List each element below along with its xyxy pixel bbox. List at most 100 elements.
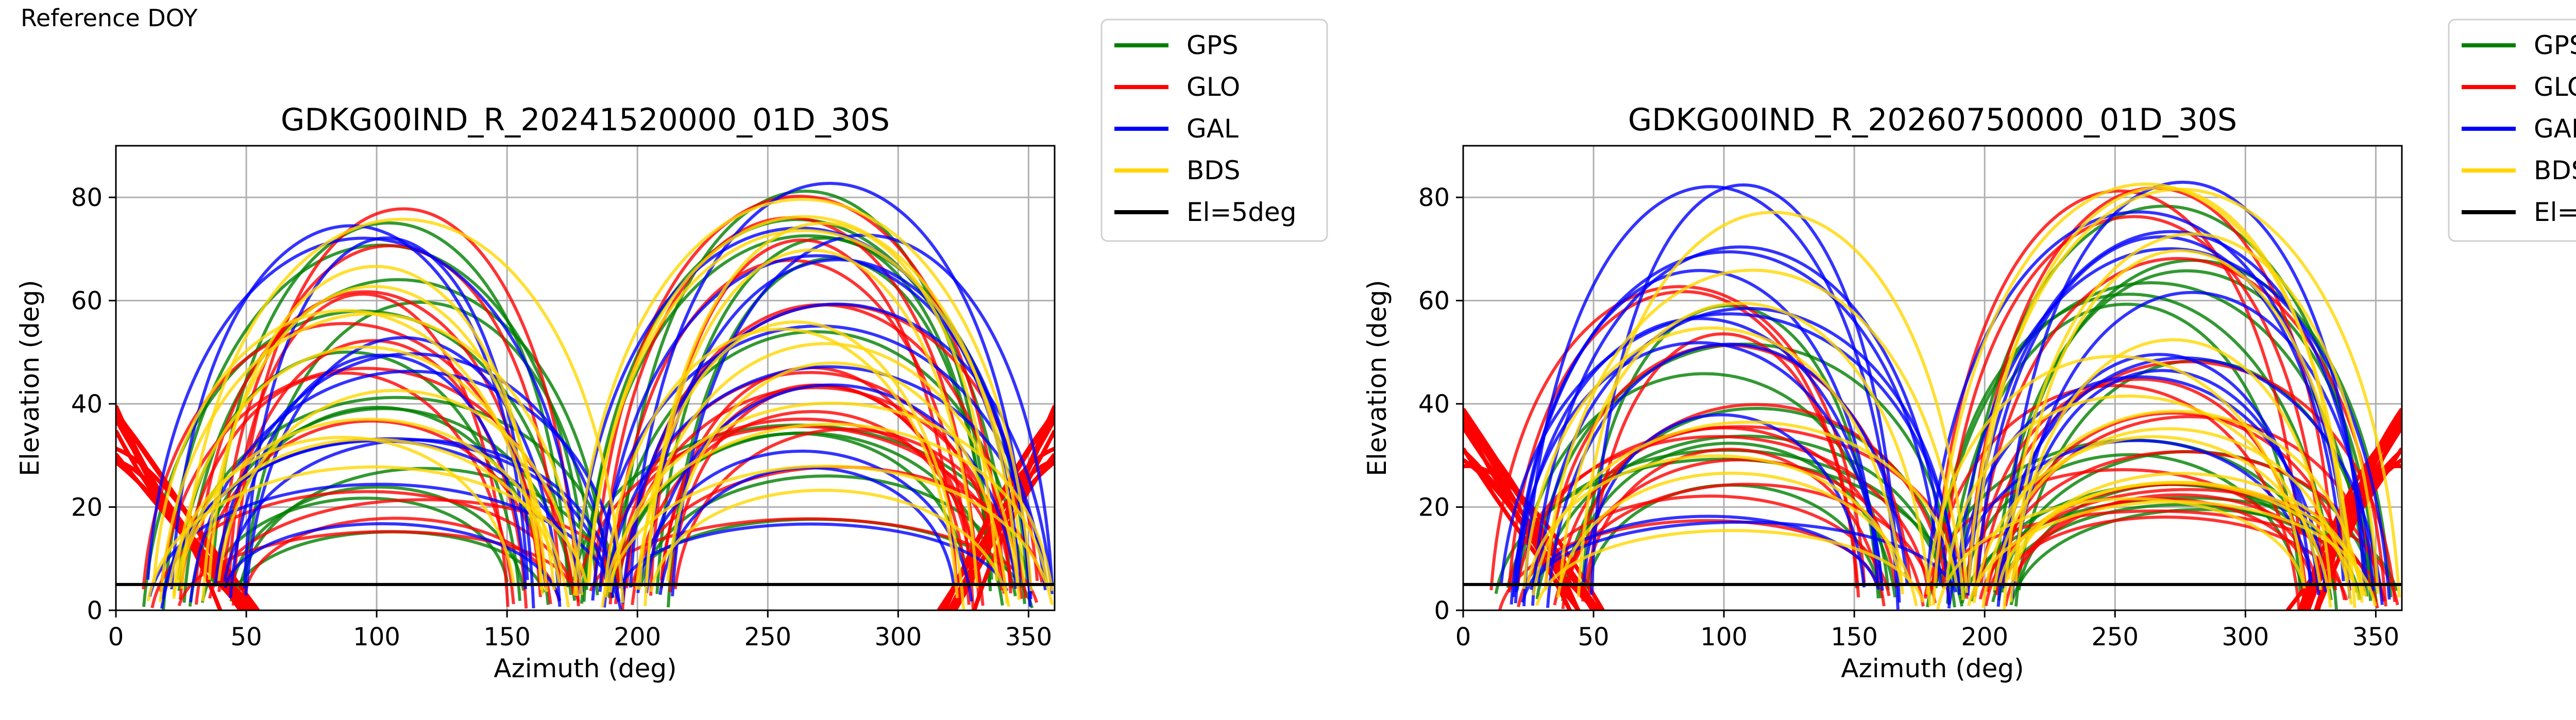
satellite-track bbox=[629, 182, 1032, 607]
figure-note: Reference DOY bbox=[21, 4, 198, 32]
x-tick-label: 200 bbox=[614, 623, 661, 652]
legend: GPS GLO GAL BDS El=5deg bbox=[1100, 19, 1328, 242]
satellite-track bbox=[1956, 247, 2391, 600]
satellite-track bbox=[146, 465, 588, 602]
y-axis-label: Elevation (deg) bbox=[1362, 280, 1392, 476]
satellite-track bbox=[608, 401, 1054, 593]
satellite-track bbox=[1932, 182, 2352, 606]
satellite-track bbox=[1535, 529, 1925, 606]
satellite-track bbox=[635, 342, 1021, 600]
satellite-track bbox=[208, 498, 625, 599]
satellite-track bbox=[1514, 317, 1884, 604]
satellite-track bbox=[1463, 407, 1595, 610]
satellite-tracks bbox=[1463, 181, 2402, 610]
chart-panel-1: 0 50 100 150 200 250 300 350 0 20 40 60 80 Azimuth (d… bbox=[15, 19, 1328, 683]
satellite-track bbox=[1559, 301, 1932, 607]
y-tick-label: 0 bbox=[87, 596, 103, 625]
y-tick-label: 80 bbox=[1418, 183, 1450, 212]
x-tick-label: 150 bbox=[483, 623, 531, 652]
satellite-track bbox=[1544, 268, 1965, 601]
satellite-track bbox=[1522, 185, 1900, 610]
x-tick-label: 50 bbox=[1578, 623, 1609, 652]
satellite-track bbox=[649, 488, 1011, 607]
satellite-track bbox=[208, 265, 543, 590]
satellite-track bbox=[1526, 454, 1904, 587]
legend-box bbox=[1100, 19, 1328, 242]
y-tick-label: 0 bbox=[1434, 596, 1450, 625]
y-tick-label: 20 bbox=[71, 493, 103, 522]
satellite-track bbox=[671, 233, 1054, 596]
satellite-track bbox=[636, 450, 973, 602]
x-tick-label: 150 bbox=[1831, 623, 1878, 652]
satellite-track bbox=[1510, 341, 1884, 605]
x-tick-label: 350 bbox=[2352, 623, 2400, 652]
satellite-track bbox=[1976, 235, 2345, 587]
satellite-track bbox=[598, 254, 1031, 592]
satellite-track bbox=[618, 190, 993, 581]
satellite-track bbox=[1577, 211, 1969, 597]
satellite-track bbox=[244, 336, 562, 607]
satellite-track bbox=[591, 324, 1047, 601]
legend-label: GAL bbox=[1187, 114, 1239, 144]
x-axis-label: Azimuth (deg) bbox=[1841, 654, 2024, 683]
satellite-track bbox=[2002, 181, 2366, 592]
axes-frame bbox=[115, 145, 1056, 611]
satellite-track bbox=[2014, 249, 2357, 608]
x-tick-label: 100 bbox=[353, 623, 400, 652]
satellite-track bbox=[180, 217, 624, 603]
x-axis-label: Azimuth (deg) bbox=[494, 654, 676, 683]
satellite-track bbox=[168, 436, 516, 588]
x-tick-label: 100 bbox=[1700, 623, 1748, 652]
satellite-track bbox=[1522, 326, 1904, 595]
satellite-track bbox=[1521, 515, 1880, 603]
satellite-track bbox=[237, 467, 615, 598]
y-tick-label: 40 bbox=[71, 390, 103, 419]
satellite-track bbox=[152, 309, 545, 595]
satellite-track bbox=[2010, 291, 2375, 598]
satellite-track bbox=[643, 248, 979, 606]
satellite-track bbox=[172, 418, 570, 608]
satellite-track bbox=[587, 215, 1020, 583]
x-tick-label: 350 bbox=[1005, 623, 1053, 652]
satellite-track bbox=[217, 244, 562, 592]
legend-label: BDS bbox=[1187, 156, 1241, 185]
satellite-track bbox=[229, 353, 528, 598]
satellite-track bbox=[603, 328, 959, 598]
satellite-track bbox=[1507, 290, 1860, 598]
satellite-track bbox=[645, 221, 998, 588]
satellite-track bbox=[146, 236, 583, 594]
chart-title: GDKG00IND_R_20260750000_01D_30S bbox=[1628, 102, 2237, 138]
legend: GPS GLO GAL BDS El=5deg bbox=[2448, 19, 2576, 242]
legend-label: GPS bbox=[1187, 30, 1239, 60]
satellite-track bbox=[1532, 420, 1958, 596]
satellite-track bbox=[1925, 354, 2306, 595]
satellite-track bbox=[1935, 293, 2338, 610]
satellite-track bbox=[609, 432, 971, 598]
satellite-track bbox=[1967, 187, 2401, 597]
satellite-track bbox=[573, 198, 1033, 596]
satellite-track bbox=[172, 345, 556, 596]
satellite-track bbox=[217, 389, 579, 596]
satellite-track bbox=[231, 207, 580, 607]
satellite-track bbox=[1945, 395, 2323, 590]
x-tick-label: 300 bbox=[875, 623, 922, 652]
satellite-track bbox=[638, 320, 965, 610]
axes-frame bbox=[1462, 145, 2403, 611]
series-bds-tracks bbox=[146, 198, 1054, 610]
y-tick-label: 60 bbox=[1418, 287, 1450, 316]
x-tick-label: 250 bbox=[2091, 623, 2139, 652]
legend-label: GAL bbox=[2534, 114, 2576, 144]
y-axis-label: Elevation (deg) bbox=[15, 280, 45, 476]
satellite-track bbox=[213, 352, 615, 598]
series-gal-tracks bbox=[1499, 181, 2391, 610]
satellite-track bbox=[224, 522, 562, 601]
satellite-track bbox=[1998, 481, 2367, 597]
legend-label: GPS bbox=[2534, 30, 2576, 60]
chart-panel-2: 0 50 100 150 200 250 300 350 0 20 40 60 80 Azimuth (d… bbox=[1362, 19, 2576, 683]
legend-label: El=5deg bbox=[2534, 197, 2576, 227]
satellite-track bbox=[1941, 215, 2325, 587]
x-tick-label: 50 bbox=[231, 623, 262, 652]
y-tick-label: 80 bbox=[71, 183, 103, 212]
